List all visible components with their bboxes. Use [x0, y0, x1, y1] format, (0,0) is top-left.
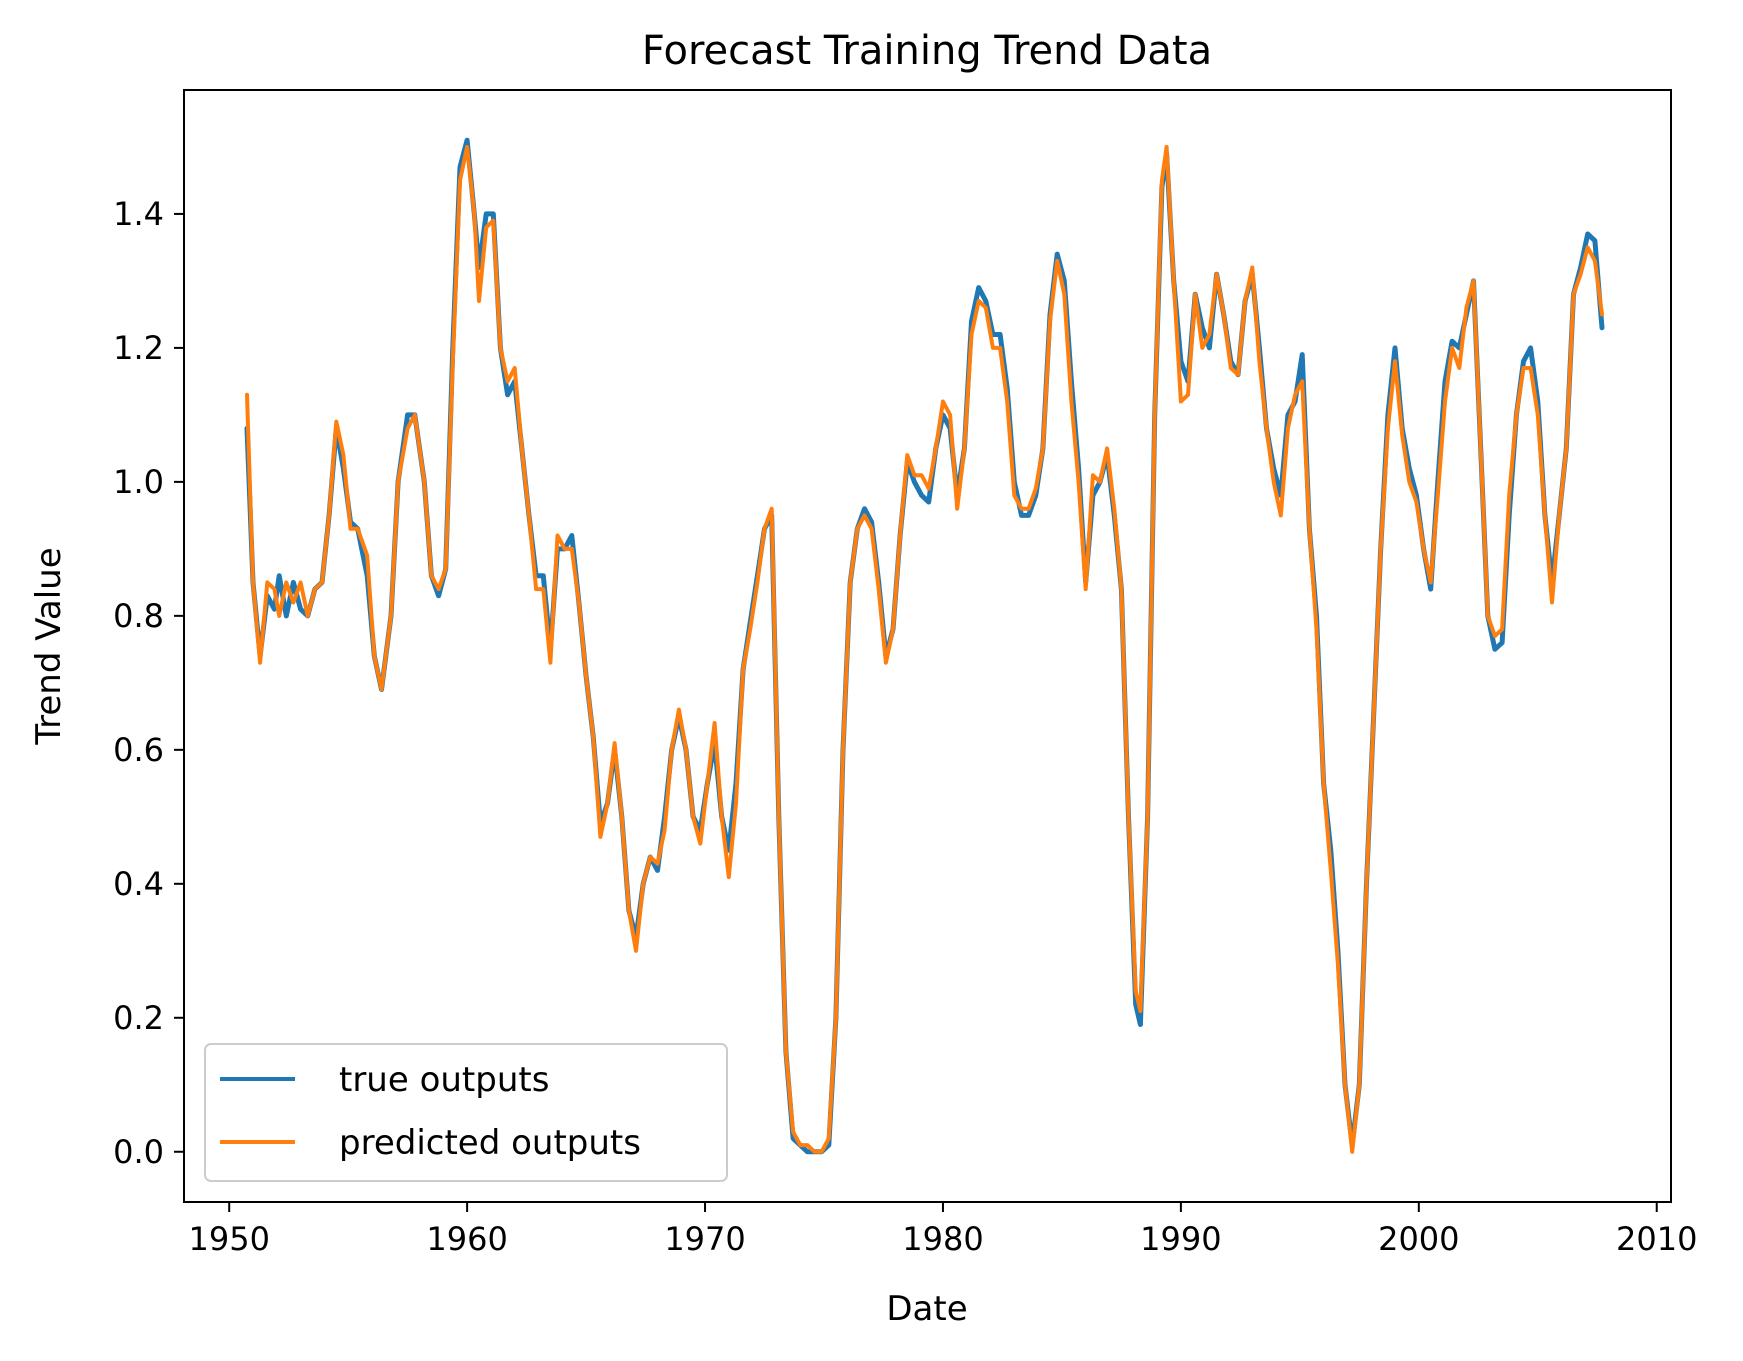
x-tick-label: 1980: [902, 1220, 983, 1258]
legend-label-true-outputs: true outputs: [339, 1060, 549, 1100]
chart-title: Forecast Training Trend Data: [642, 28, 1212, 74]
y-tick-label: 0.8: [113, 597, 164, 635]
legend-box: [204, 1043, 728, 1182]
y-axis-label: Trend Value: [29, 547, 69, 745]
x-axis-label: Date: [886, 1289, 967, 1329]
legend-label-predicted-outputs: predicted outputs: [339, 1123, 641, 1163]
x-axis-ticks: 1950 1960 1970 1980 1990 2000 2010: [188, 1202, 1697, 1258]
x-tick-label: 2010: [1616, 1220, 1697, 1258]
x-tick-label: 1970: [664, 1220, 745, 1258]
x-tick-label: 1950: [188, 1220, 269, 1258]
series-line-predicted-outputs: [245, 144, 1604, 1154]
plot-frame: [183, 89, 1672, 1203]
plot-lines: [244, 137, 1605, 1155]
y-tick-label: 0.6: [113, 731, 164, 769]
y-tick-label: 1.0: [113, 463, 164, 501]
y-tick-label: 1.4: [113, 195, 164, 233]
y-axis-ticks: 0.0 0.2 0.4 0.6 0.8 1.0 1.2 1.4: [113, 195, 184, 1171]
y-tick-label: 1.2: [113, 329, 164, 367]
y-tick-label: 0.2: [113, 999, 164, 1037]
x-tick-label: 2000: [1378, 1220, 1459, 1258]
legend: true outputs predicted outputs: [204, 1043, 728, 1182]
x-tick-label: 1960: [426, 1220, 507, 1258]
x-tick-label: 1990: [1140, 1220, 1221, 1258]
y-tick-label: 0.0: [113, 1133, 164, 1171]
y-tick-label: 0.4: [113, 865, 164, 903]
